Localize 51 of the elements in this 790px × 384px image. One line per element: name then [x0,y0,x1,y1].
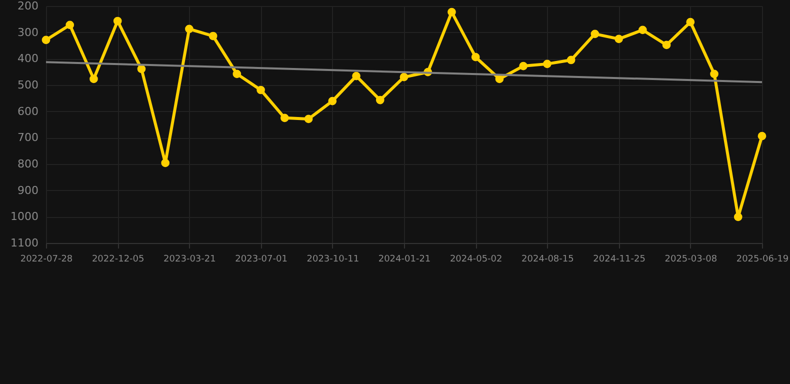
x-tick-label: 2025-03-08 [664,254,718,264]
point [66,20,74,30]
y-tick-label: 1000 [10,210,38,224]
point [113,16,122,26]
point [614,34,623,44]
x-tick-label: 2024-08-15 [522,254,574,264]
x-tick-label: 2024-01-21 [378,254,431,264]
x-tick-label: 2023-03-21 [164,254,216,264]
point [400,72,408,82]
point [328,96,337,106]
y-tick-label: 900 [18,184,38,197]
point [376,96,384,104]
point [710,70,718,78]
y-tick-label: 200 [18,0,38,12]
point [256,86,265,94]
point [304,114,313,124]
point [471,52,480,62]
point [448,8,456,16]
point [352,72,360,80]
x-tick-label: 2022-12-05 [92,254,144,264]
point [42,36,50,44]
x-tick-label: 2024-05-02 [450,254,502,264]
point [232,70,242,78]
x-tick-label: 2023-07-01 [235,254,288,264]
y-tick-label: 500 [18,78,38,92]
x-tick-label: 2023-10-11 [306,254,360,264]
point [566,56,576,64]
point [161,158,170,168]
point [543,60,552,68]
x-tick-label: 2022-07-28 [20,254,73,264]
point [90,74,98,84]
point [758,132,766,140]
point [638,26,647,34]
point [590,30,600,38]
point [185,24,194,34]
point [686,18,695,26]
y-tick-label: 400 [18,52,38,66]
point [662,40,671,50]
y-tick-label: 700 [18,131,38,144]
point [280,114,289,122]
y-tick-label: 300 [18,26,38,39]
point [519,62,528,70]
y-tick-label: 800 [18,158,38,170]
x-tick-label: 2024-11-25 [593,254,646,264]
point [734,212,742,222]
point [208,32,218,40]
y-tick-label: 600 [18,104,38,118]
point [137,64,146,74]
y-tick-label: 1100 [10,236,38,250]
point [495,74,504,84]
x-tick-label: 2025-06-19 [736,254,789,264]
